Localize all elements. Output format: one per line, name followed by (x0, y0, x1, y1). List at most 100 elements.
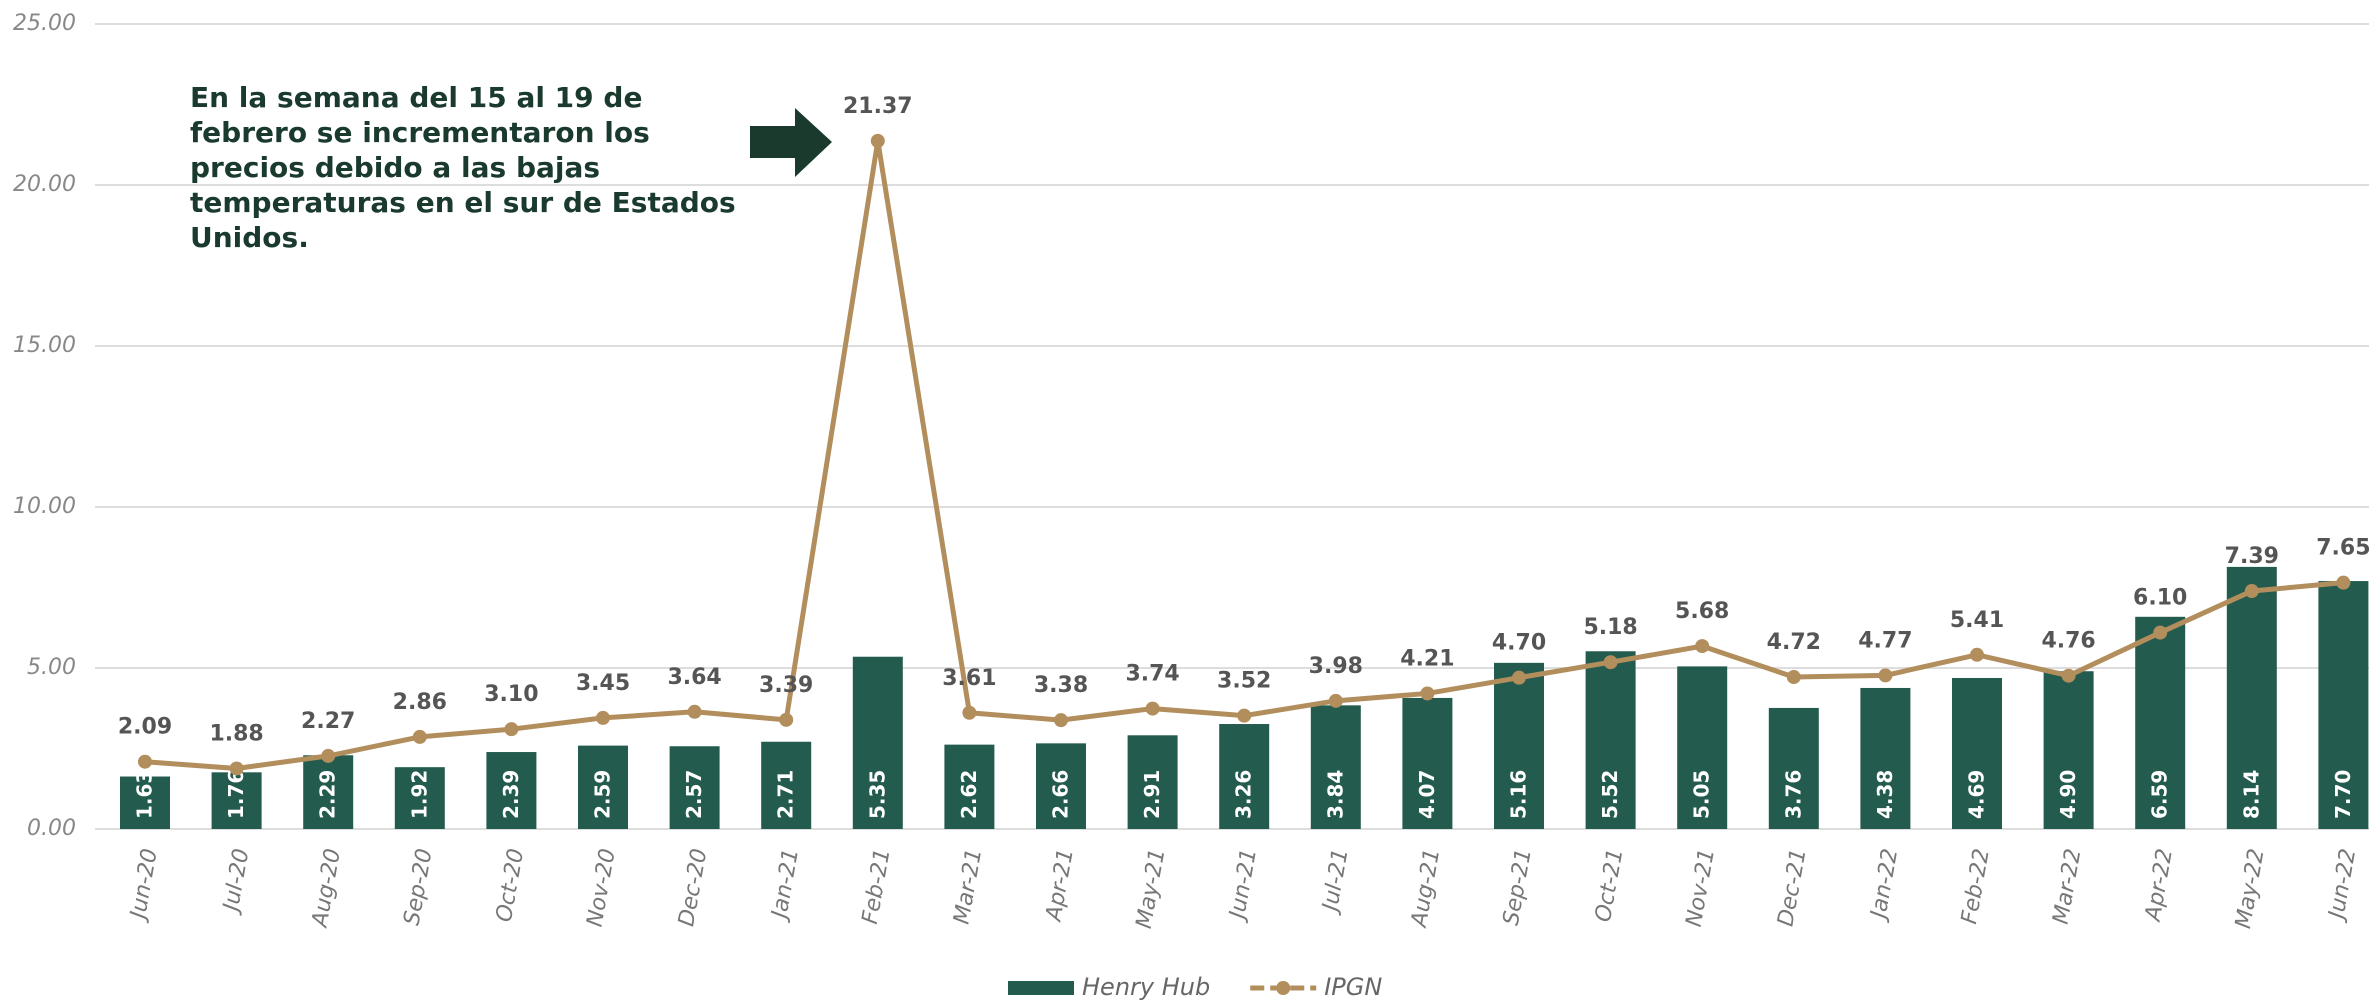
bar (944, 744, 995, 829)
line-point (1328, 693, 1343, 708)
line-value-label: 2.86 (393, 690, 447, 715)
line-point (412, 729, 427, 744)
y-tick-label: 15.00 (13, 333, 76, 358)
bar (120, 776, 170, 829)
line-point (596, 710, 610, 725)
line-point (229, 761, 244, 776)
bar (486, 752, 537, 829)
line-value-label: 5.68 (1675, 599, 1729, 624)
line-point (779, 712, 794, 727)
bar-value-label: 2.62 (957, 770, 981, 819)
legend-swatch-marker (1276, 981, 1291, 995)
bar (1952, 677, 2002, 829)
x-tick-label: Nov-21 (1682, 847, 1720, 929)
line-point (1237, 708, 1252, 723)
line-value-label: 3.61 (942, 666, 996, 691)
bar-value-label: 2.29 (316, 770, 340, 819)
bar-value-label: 2.57 (682, 770, 706, 819)
line-value-label: 3.64 (667, 665, 721, 690)
line-value-label: 6.10 (2133, 586, 2187, 611)
line-value-label: 5.18 (1583, 615, 1637, 640)
bar (1219, 724, 1270, 829)
bar (1127, 735, 1178, 829)
legend-label: IPGN (1324, 973, 1382, 1001)
x-tick-label: May-21 (1132, 847, 1171, 931)
line-point (1603, 655, 1618, 670)
x-tick-label: Feb-22 (1957, 847, 1995, 926)
bar-value-label: 4.90 (2056, 770, 2080, 819)
line-point (1970, 647, 1984, 662)
x-tick-label: Oct-21 (1591, 847, 1628, 924)
bar-value-label: 1.63 (133, 770, 157, 819)
line-point (1420, 686, 1435, 701)
bar-value-label: 8.14 (2239, 770, 2263, 819)
bar-value-label: 7.70 (2331, 770, 2355, 819)
line-value-label: 4.76 (2041, 629, 2095, 654)
x-tick-label: Jun-20 (125, 847, 163, 925)
x-tick-label: Sep-20 (400, 847, 438, 928)
line-point (1145, 701, 1160, 716)
x-tick-label: Mar-22 (2049, 847, 2087, 926)
line-point (687, 704, 702, 719)
line-value-label: 3.10 (484, 682, 538, 707)
bar (578, 745, 628, 829)
bar (1036, 743, 1086, 829)
line-value-label: 2.09 (118, 715, 172, 740)
bar (1494, 662, 1544, 829)
bar-value-label: 5.52 (1598, 770, 1622, 819)
x-tick-label: Jun-21 (1224, 847, 1262, 925)
x-tick-label: Mar-21 (949, 847, 987, 926)
line-value-label: 4.21 (1400, 646, 1454, 671)
line-value-label: 3.98 (1309, 654, 1363, 679)
bar-value-label: 5.16 (1507, 770, 1531, 819)
line-value-label: 3.38 (1034, 673, 1088, 698)
bar-value-label: 2.39 (499, 770, 523, 819)
bar (1310, 705, 1361, 829)
x-tick-label: Dec-21 (1773, 847, 1811, 929)
line-point (870, 133, 885, 148)
line-point (1695, 639, 1710, 654)
line-value-label: 3.45 (576, 671, 630, 696)
line-point (321, 748, 336, 763)
bar-value-label: 2.91 (1140, 770, 1164, 819)
bar (1860, 687, 1911, 829)
line-value-label: 21.37 (843, 94, 913, 119)
legend-swatch (1008, 981, 1074, 995)
bar-value-label: 4.69 (1965, 770, 1989, 819)
line-point (2244, 584, 2259, 599)
line-value-label: 5.41 (1950, 608, 2004, 633)
line-point (1786, 670, 1801, 685)
line-point (1878, 668, 1893, 683)
annotation-arrow (750, 108, 832, 177)
bar (1585, 651, 1636, 829)
line-value-label: 4.72 (1767, 630, 1821, 655)
line-value-label: 4.77 (1858, 628, 1912, 653)
bar-value-label: 4.38 (1873, 770, 1897, 819)
annotation: En la semana del 15 al 19 de febrero se … (190, 81, 736, 254)
bar-value-label: 3.26 (1232, 770, 1256, 819)
x-tick-label: Aug-21 (1407, 847, 1446, 931)
bar (2043, 671, 2094, 829)
line-point (2336, 575, 2351, 590)
bar-value-label: 3.76 (1781, 770, 1805, 819)
line-point (504, 722, 519, 737)
bar-value-label: 5.35 (865, 770, 889, 819)
y-tick-label: 20.00 (13, 172, 76, 197)
bar-value-label: 5.05 (1690, 770, 1714, 819)
x-tick-label: May-22 (2231, 847, 2270, 931)
line-point (138, 754, 152, 769)
line-value-label: 4.70 (1492, 631, 1546, 656)
line-value-label: 3.52 (1217, 669, 1271, 694)
bar (211, 772, 262, 829)
bar-value-label: 2.59 (591, 770, 615, 819)
bar-value-label: 2.66 (1049, 770, 1073, 819)
bar (1402, 697, 1453, 829)
bar-value-label: 1.92 (407, 770, 431, 819)
bar (1677, 666, 1728, 829)
line-point (2153, 625, 2168, 640)
x-tick-label: Jan-21 (767, 847, 804, 924)
bar (2135, 616, 2186, 829)
x-tick-label: Jan-22 (1866, 847, 1903, 924)
